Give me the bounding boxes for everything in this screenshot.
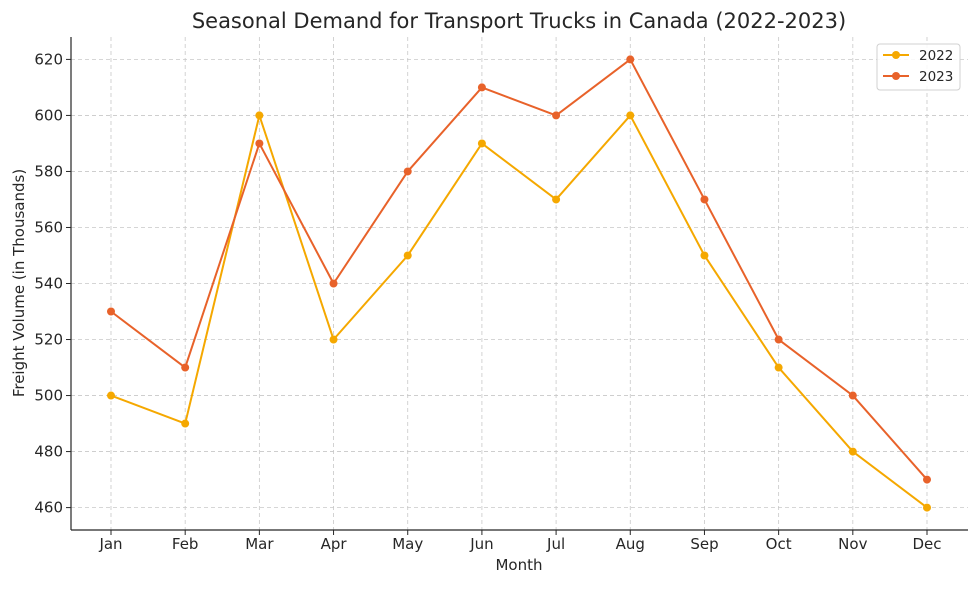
- y-tick-label: 560: [34, 218, 63, 236]
- data-point-2022: [329, 335, 338, 344]
- x-tick-label: Nov: [838, 535, 867, 553]
- chart-title: Seasonal Demand for Transport Trucks in …: [192, 9, 846, 33]
- y-tick-label: 480: [34, 443, 63, 461]
- y-axis-title: Freight Volume (in Thousands): [10, 169, 28, 397]
- y-tick-label: 540: [34, 275, 63, 293]
- series-line-2023: [110, 58, 928, 481]
- x-tick-label: Jun: [469, 535, 493, 553]
- legend-marker: [892, 72, 900, 80]
- data-point-2022: [626, 111, 635, 120]
- data-point-2023: [923, 475, 931, 484]
- y-tick-label: 460: [34, 499, 63, 517]
- data-point-2022: [107, 391, 115, 400]
- data-point-2023: [255, 139, 264, 148]
- data-point-2023: [477, 83, 486, 92]
- series-line-2022: [110, 114, 928, 509]
- y-tick-label: 520: [34, 331, 63, 349]
- x-tick-label: May: [392, 535, 423, 553]
- x-tick-label: Oct: [766, 535, 792, 553]
- y-tick-label: 620: [34, 50, 63, 68]
- x-tick-label: Jan: [98, 535, 122, 553]
- data-point-2022: [774, 363, 783, 372]
- y-tick-label: 600: [34, 106, 63, 124]
- x-axis-title: Month: [495, 556, 542, 574]
- legend-marker: [892, 51, 900, 59]
- data-point-2023: [403, 167, 412, 176]
- legend: 2022 2023: [876, 43, 961, 91]
- x-tick-label: Aug: [616, 535, 645, 553]
- data-point-2023: [107, 307, 115, 316]
- data-point-2022: [700, 251, 709, 260]
- data-point-2022: [477, 139, 486, 148]
- data-point-2023: [626, 55, 635, 64]
- data-point-2023: [552, 111, 561, 120]
- data-point-2022: [848, 447, 857, 456]
- data-point-2022: [255, 111, 264, 120]
- data-point-2023: [848, 391, 857, 400]
- data-point-2022: [923, 503, 931, 512]
- x-tick-label: Jul: [546, 535, 565, 553]
- grid: [71, 37, 968, 530]
- series-layer: [107, 55, 931, 512]
- data-point-2022: [552, 195, 561, 204]
- x-tick-label: Mar: [245, 535, 274, 553]
- legend-label: 2023: [919, 69, 953, 85]
- data-point-2023: [329, 279, 338, 288]
- data-point-2023: [181, 363, 190, 372]
- legend-label: 2022: [919, 48, 953, 64]
- data-point-2022: [181, 419, 190, 428]
- data-point-2023: [774, 335, 783, 344]
- axes: Jan Feb Mar Apr May Jun Jul Aug Sep Oct Nov Dec 460 4…: [34, 37, 968, 553]
- x-tick-label: Dec: [912, 535, 941, 553]
- x-tick-label: Apr: [321, 535, 348, 553]
- x-tick-label: Feb: [172, 535, 199, 553]
- x-tick-label: Sep: [690, 535, 718, 553]
- data-point-2023: [700, 195, 709, 204]
- y-tick-label: 580: [34, 162, 63, 180]
- data-point-2022: [403, 251, 412, 260]
- y-tick-label: 500: [34, 387, 63, 405]
